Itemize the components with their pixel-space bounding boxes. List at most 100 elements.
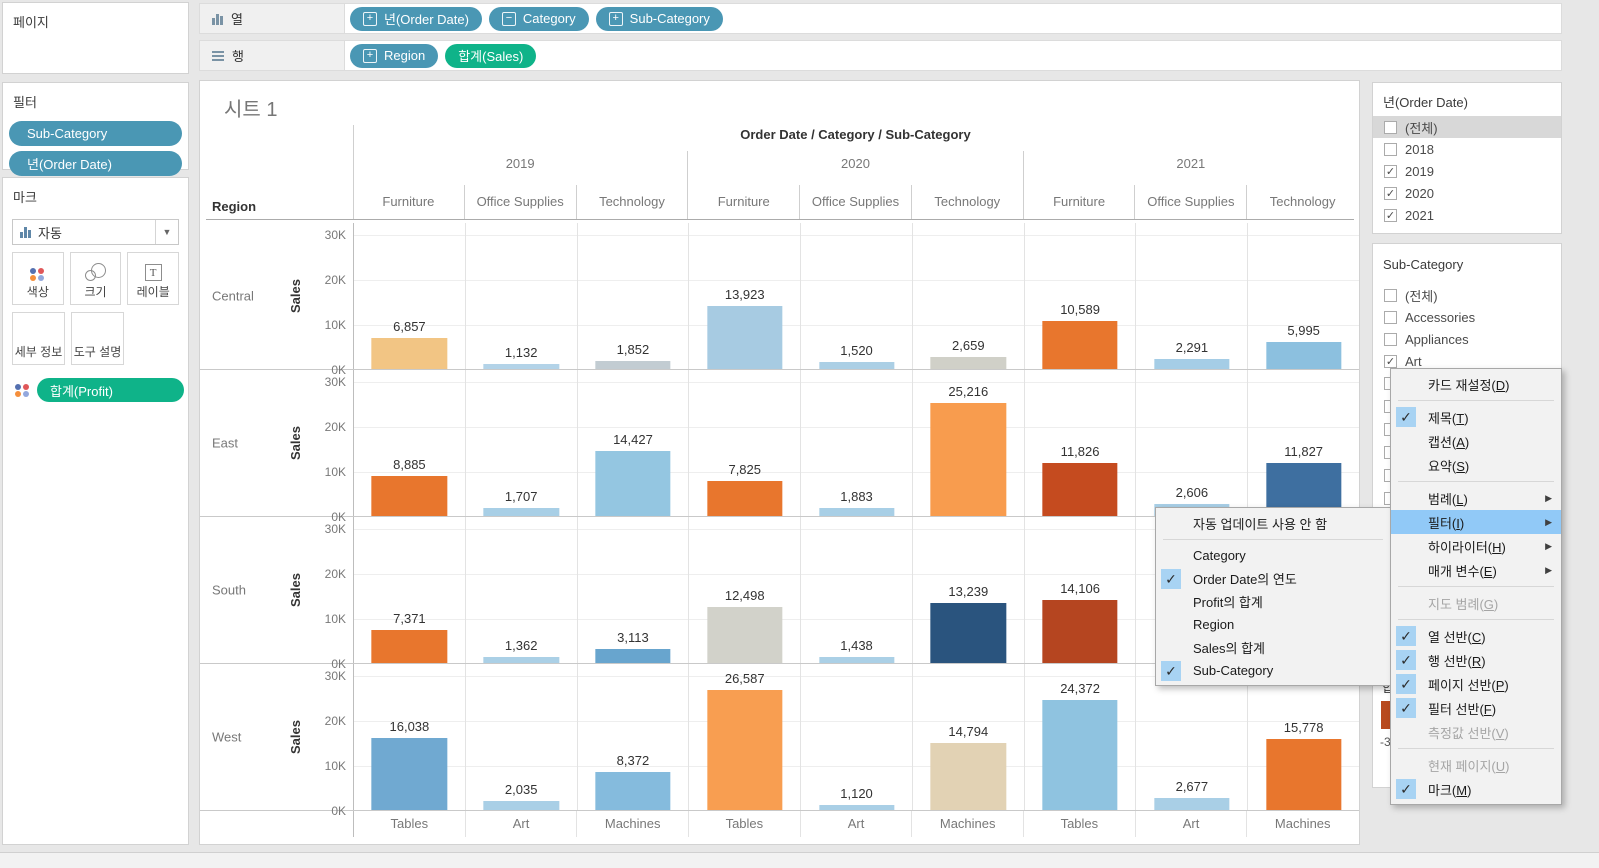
submenu-item[interactable]: Sales의 합계 [1156,636,1390,659]
checked-checkbox[interactable]: ✓ [1384,164,1397,178]
chevron-down-icon[interactable]: ▼ [155,220,178,244]
mark-button-크기[interactable]: 크기 [69,252,122,305]
filter-value-row[interactable]: Appliances [1373,328,1561,350]
context-menu-item[interactable]: ✓ 열 선반(C) [1391,624,1561,648]
checked-checkbox[interactable]: ✓ [1384,186,1397,200]
context-menu-item[interactable]: 요약(S) [1391,453,1561,477]
context-menu-item[interactable]: 카드 재설정(D) [1391,372,1561,396]
checked-checkbox[interactable]: ✓ [1384,354,1397,368]
bar[interactable] [371,476,448,516]
bar[interactable] [1154,798,1230,810]
submenu-item[interactable]: Profit의 합계 [1156,590,1390,613]
context-menu-item[interactable]: ✓ 마크(M) [1391,777,1561,801]
bar[interactable] [930,603,1006,663]
submenu-item[interactable]: 자동 업데이트 사용 안 함 [1156,511,1390,535]
filter-pill[interactable]: Sub-Category [9,121,182,146]
mark-button-레이블[interactable]: T 레이블 [127,252,180,305]
expand-plus-icon[interactable]: + [363,11,377,26]
expand-plus-icon[interactable]: + [363,48,377,63]
bar[interactable] [483,364,559,369]
context-menu-item[interactable]: 범례(L) ▶ [1391,486,1561,510]
bar[interactable] [707,481,783,516]
bar[interactable] [707,607,783,663]
bar[interactable] [1042,463,1118,516]
bar[interactable] [595,361,671,369]
context-menu-item[interactable]: 지도 범례(G) [1391,591,1561,615]
context-menu-item[interactable]: 하이라이터(H) ▶ [1391,534,1561,558]
submenu-item[interactable]: Category [1156,544,1390,567]
bar[interactable] [483,508,559,516]
filter-pills[interactable]: Sub-Category 년(Order Date) [3,121,188,176]
unchecked-checkbox[interactable] [1384,142,1397,156]
bar[interactable] [707,306,783,369]
bar[interactable] [595,649,671,663]
context-menu-item[interactable]: 측정값 선반(V) [1391,720,1561,744]
horizontal-scrollbar[interactable] [0,852,1599,868]
bar[interactable] [1042,700,1118,810]
column-pill[interactable]: + Sub-Category [595,6,723,31]
expand-plus-icon[interactable]: + [608,11,623,26]
mark-button-도구 설명[interactable]: 도구 설명 [71,312,124,365]
filter-value-row[interactable]: (전체) [1373,116,1561,138]
bar[interactable] [371,738,448,810]
column-pill[interactable]: + 년(Order Date) [350,6,482,31]
filter-pill[interactable]: 년(Order Date) [9,151,182,176]
bar[interactable] [1265,739,1342,810]
filter-value-row[interactable]: 2018 [1373,138,1561,160]
bar[interactable] [1042,321,1118,369]
bar[interactable] [1154,359,1230,369]
bar-value-label: 26,587 [724,671,765,686]
filter-value-row[interactable]: ✓ Art [1373,350,1561,372]
unchecked-checkbox[interactable] [1384,120,1397,134]
mark-button-세부 정보[interactable]: 세부 정보 [12,312,65,365]
bar[interactable] [707,690,783,810]
profit-encoding-pill[interactable]: 합계(Profit) [37,378,184,402]
unchecked-checkbox[interactable] [1384,310,1397,324]
submenu-item[interactable]: ✓ Order Date의 연도 [1156,567,1390,590]
bar[interactable] [371,338,448,369]
context-menu-item[interactable]: 필터(I) ▶ [1391,510,1561,534]
collapse-minus-icon[interactable]: − [501,11,516,26]
row-pill[interactable]: 합계(Sales) [445,43,537,68]
plot-panes: 7,371 1,362 3,113 12,498 1,438 13,239 14,106 [353,517,1359,663]
filter-value-row[interactable]: ✓ 2021 [1373,204,1561,226]
filter-value-row[interactable]: ✓ 2019 [1373,160,1561,182]
context-menu-item[interactable]: ✓ 필터 선반(F) [1391,696,1561,720]
bar[interactable] [1042,600,1118,663]
unchecked-checkbox[interactable] [1384,288,1397,302]
bar[interactable] [1265,342,1342,369]
bar[interactable] [930,743,1006,810]
context-menu-item[interactable]: 현재 페이지(U) [1391,753,1561,777]
unchecked-checkbox[interactable] [1384,332,1397,346]
context-menu-item[interactable]: 캡션(A) [1391,429,1561,453]
context-menu-item[interactable]: ✓ 페이지 선반(P) [1391,672,1561,696]
rows-shelf-body[interactable]: + Region 합계(Sales) [345,40,1562,71]
column-pill[interactable]: − Category [488,6,589,31]
context-menu-item[interactable]: 매개 변수(E) ▶ [1391,558,1561,582]
bar[interactable] [595,451,671,516]
row-pill[interactable]: + Region [350,43,439,68]
context-menu-item[interactable]: ✓ 제목(T) [1391,405,1561,429]
bar[interactable] [483,801,559,810]
bar[interactable] [818,805,895,810]
bar[interactable] [818,362,895,369]
worksheet-canvas[interactable]: 시트 1 Order Date / Category / Sub-Category… [199,80,1360,845]
bar[interactable] [818,508,895,516]
mark-type-dropdown[interactable]: 자동 ▼ [12,219,179,245]
bar[interactable] [818,657,895,663]
submenu-item[interactable]: Region [1156,613,1390,636]
pane: 13,239 [911,517,1024,663]
mark-button-색상[interactable]: 색상 [12,252,64,305]
filter-value-row[interactable]: ✓ 2020 [1373,182,1561,204]
bar[interactable] [483,657,559,663]
submenu-item[interactable]: ✓ Sub-Category [1156,659,1390,682]
filter-value-row[interactable]: Accessories [1373,306,1561,328]
bar[interactable] [930,403,1006,516]
checked-checkbox[interactable]: ✓ [1384,208,1397,222]
columns-shelf-body[interactable]: + 년(Order Date) − Category + Sub-Category [345,3,1562,34]
bar[interactable] [371,630,448,663]
bar[interactable] [595,772,671,810]
filter-value-row[interactable]: (전체) [1373,284,1561,306]
bar[interactable] [930,357,1006,369]
context-menu-item[interactable]: ✓ 행 선반(R) [1391,648,1561,672]
